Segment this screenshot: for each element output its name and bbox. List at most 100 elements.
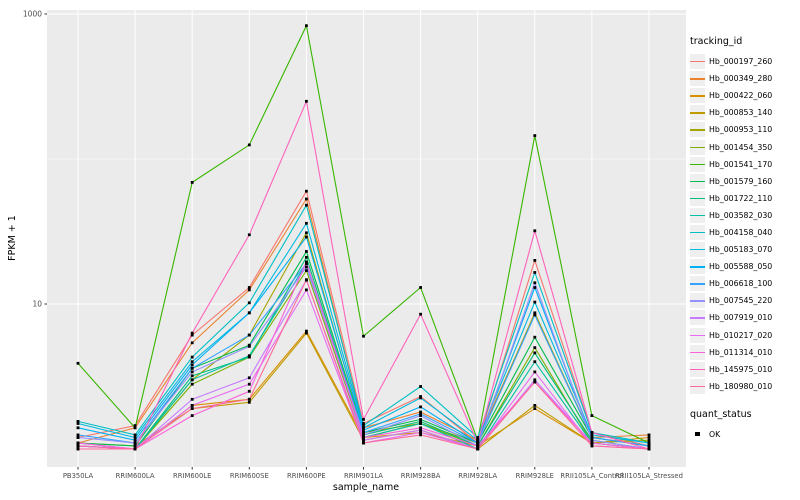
line-swatch-icon xyxy=(690,173,705,189)
legend-item-label: Hb_001541_170 xyxy=(709,159,773,169)
legend-item: Hb_005183_070 xyxy=(690,241,798,258)
line-swatch-icon xyxy=(690,105,705,121)
data-point xyxy=(362,426,365,430)
data-point xyxy=(590,433,594,437)
legend-item-label: Hb_001722_110 xyxy=(709,193,773,203)
data-point xyxy=(190,355,194,359)
data-point xyxy=(590,444,594,448)
data-point xyxy=(647,444,651,448)
legend-item-label: Hb_005183_070 xyxy=(709,245,773,255)
data-point xyxy=(590,441,594,445)
data-point xyxy=(647,441,651,445)
data-point xyxy=(190,181,194,184)
data-point xyxy=(190,341,194,345)
data-point xyxy=(419,410,422,414)
data-point xyxy=(247,376,251,380)
data-point xyxy=(305,24,308,28)
data-point xyxy=(190,407,194,410)
data-point xyxy=(533,404,537,407)
data-point xyxy=(590,436,594,439)
data-point xyxy=(419,396,422,400)
line-swatch-icon xyxy=(690,156,705,172)
data-point xyxy=(647,438,651,442)
data-point xyxy=(476,441,480,445)
data-point xyxy=(76,426,80,430)
legend-item: Hb_000853_140 xyxy=(690,104,798,121)
legend-section-quant-status: quant_status OK xyxy=(690,409,798,443)
data-point xyxy=(247,233,251,237)
data-point xyxy=(533,259,537,262)
legend-title-tracking-id: tracking_id xyxy=(690,36,743,47)
legend-item: Hb_003582_030 xyxy=(690,207,798,224)
legend-item-label: Hb_001454_350 xyxy=(709,142,773,152)
data-point xyxy=(305,329,308,333)
data-point xyxy=(533,271,537,274)
data-point xyxy=(533,300,537,304)
data-point xyxy=(362,431,365,434)
legend-item: Hb_000349_280 xyxy=(690,70,798,87)
data-point xyxy=(476,447,480,451)
data-point xyxy=(590,414,594,417)
line-swatch-icon xyxy=(690,54,705,70)
legend-item: Hb_005588_050 xyxy=(690,258,798,275)
legend-item: Hb_001722_110 xyxy=(690,190,798,207)
data-point xyxy=(362,436,365,439)
y-tick-label: 1000 xyxy=(23,10,42,19)
data-point xyxy=(190,374,194,378)
line-swatch-icon xyxy=(690,71,705,87)
data-point xyxy=(590,431,594,434)
x-tick-label: RRIM928LE xyxy=(516,472,554,480)
data-point xyxy=(419,286,422,289)
data-point xyxy=(247,301,251,305)
line-swatch-icon xyxy=(690,293,705,309)
data-point xyxy=(305,250,308,253)
data-point xyxy=(247,354,251,358)
data-point xyxy=(362,418,365,421)
data-point xyxy=(247,397,251,401)
legend-item-label: Hb_004158_040 xyxy=(709,227,773,237)
data-point xyxy=(362,433,365,437)
legend-item-label: Hb_145975_010 xyxy=(709,364,773,374)
data-point xyxy=(133,433,137,437)
legend-item: Hb_001579_160 xyxy=(690,173,798,190)
data-point xyxy=(305,260,308,264)
data-point xyxy=(190,333,194,337)
data-point xyxy=(190,363,194,367)
legend-item: Hb_011314_010 xyxy=(690,344,798,361)
legend-item: Hb_004158_040 xyxy=(690,224,798,241)
y-axis-title: FPKM + 1 xyxy=(7,215,18,261)
x-tick-label: RRIM901LA xyxy=(344,472,383,480)
data-point xyxy=(419,420,422,423)
data-point xyxy=(419,426,422,430)
data-point xyxy=(362,438,365,442)
data-point xyxy=(533,370,537,374)
data-point xyxy=(76,422,80,425)
line-swatch-icon xyxy=(690,378,705,394)
data-point xyxy=(533,351,537,355)
data-point xyxy=(190,378,194,382)
data-point xyxy=(419,433,422,437)
data-point xyxy=(76,361,80,365)
data-point xyxy=(133,444,137,448)
x-tick-label: RRIM600PE xyxy=(287,472,326,480)
legend-item: Hb_010217_020 xyxy=(690,327,798,344)
data-point xyxy=(305,203,308,207)
data-point xyxy=(362,428,365,432)
data-point xyxy=(305,189,308,193)
data-point xyxy=(247,389,251,393)
x-tick-label: RRIM928BA xyxy=(401,472,441,480)
data-point xyxy=(305,288,308,292)
legend-item-label: OK xyxy=(709,429,721,439)
x-axis-title: sample_name xyxy=(333,482,399,493)
legend-item-label: Hb_001579_160 xyxy=(709,176,773,186)
x-tick-label: RRII105LA_Stressed xyxy=(615,472,683,480)
data-point xyxy=(76,420,80,423)
line-swatch-icon xyxy=(690,327,705,343)
data-point xyxy=(533,286,537,289)
data-point xyxy=(647,447,651,451)
data-point xyxy=(76,447,80,451)
data-point xyxy=(133,424,137,427)
data-point xyxy=(419,385,422,388)
data-point xyxy=(305,255,308,259)
